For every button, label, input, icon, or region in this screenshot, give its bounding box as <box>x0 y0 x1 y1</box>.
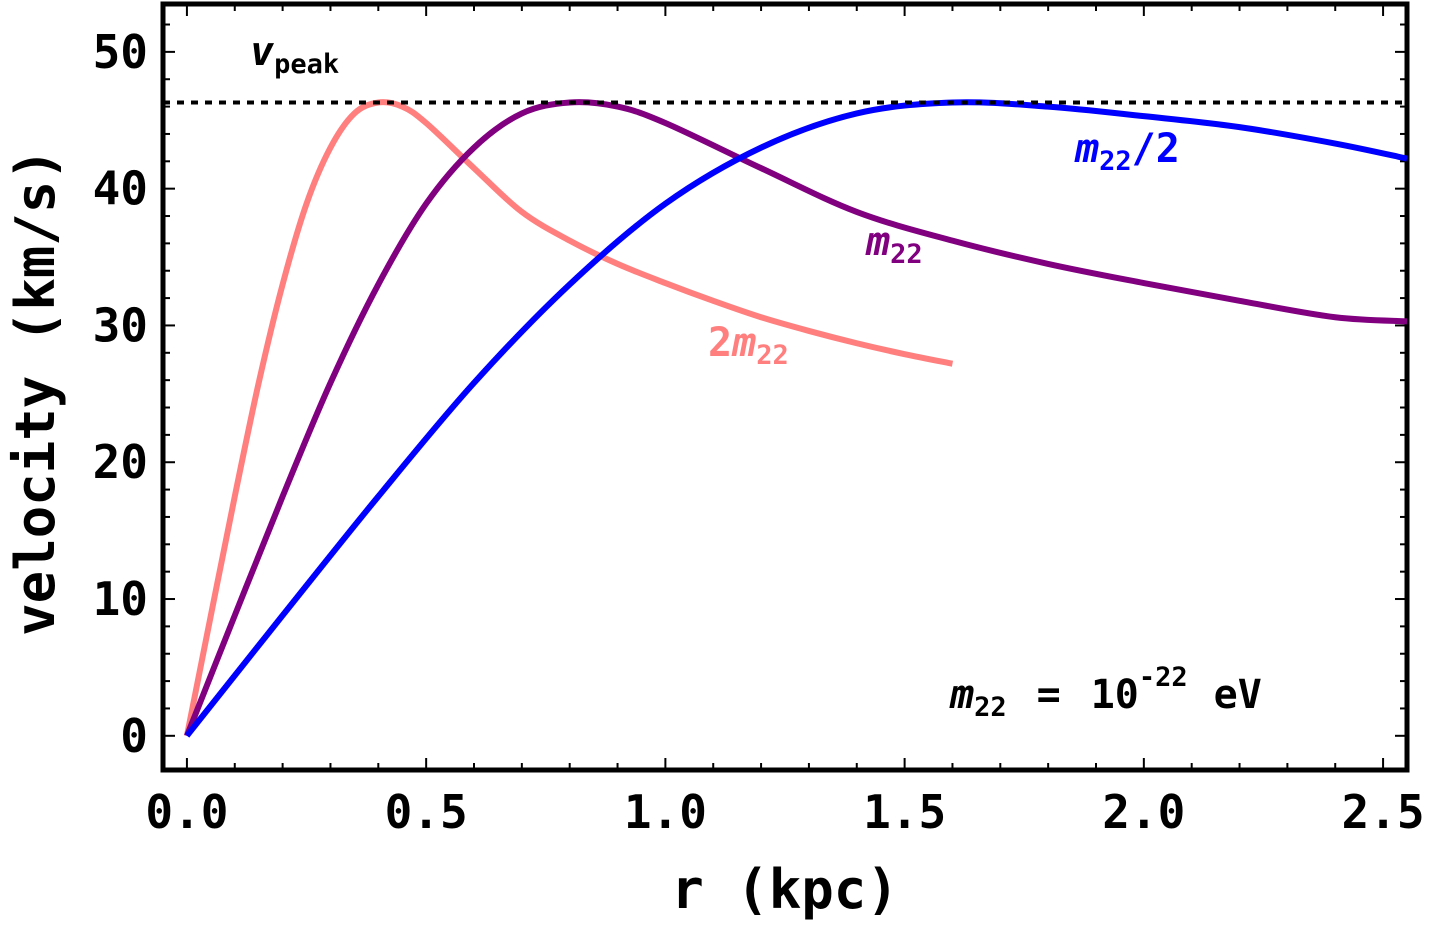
x-tick-label: 0.0 <box>145 785 228 839</box>
plot-frame <box>160 1 1410 773</box>
mass-annotation: m22 = 10-22 eV <box>949 662 1262 723</box>
curves <box>183 99 1407 738</box>
curve-m22-half2 <box>184 99 1407 738</box>
vpeak-label: vpeak <box>250 29 339 80</box>
x-tick-label: 0.5 <box>385 785 468 839</box>
x-tick-label: 2.0 <box>1102 785 1185 839</box>
y-tick-labels: 0 10 20 30 40 50 <box>93 25 148 763</box>
curve-2m22 <box>183 99 954 737</box>
y-tick-label: 40 <box>93 162 148 216</box>
y-tick-label: 20 <box>93 435 148 489</box>
x-tick-label: 2.5 <box>1342 785 1425 839</box>
curve-m22 <box>184 99 1407 737</box>
y-axis-title: velocity (km/s) <box>4 148 67 636</box>
x-axis-title: r (kpc) <box>671 858 899 921</box>
label-m22-half: m22/2 <box>1074 126 1180 177</box>
y-tick-label: 30 <box>93 298 148 352</box>
tick-marks <box>163 4 1407 770</box>
x-tick-labels: 0.0 0.5 1.0 1.5 2.0 2.5 <box>145 785 1424 839</box>
y-tick-label: 50 <box>93 25 148 79</box>
y-tick-label: 0 <box>120 709 148 763</box>
x-tick-label: 1.0 <box>624 785 707 839</box>
label-2m22: 2m22 <box>708 320 789 371</box>
x-tick-label: 1.5 <box>863 785 946 839</box>
label-m22: m22 <box>865 219 923 270</box>
y-tick-label: 10 <box>93 572 148 626</box>
